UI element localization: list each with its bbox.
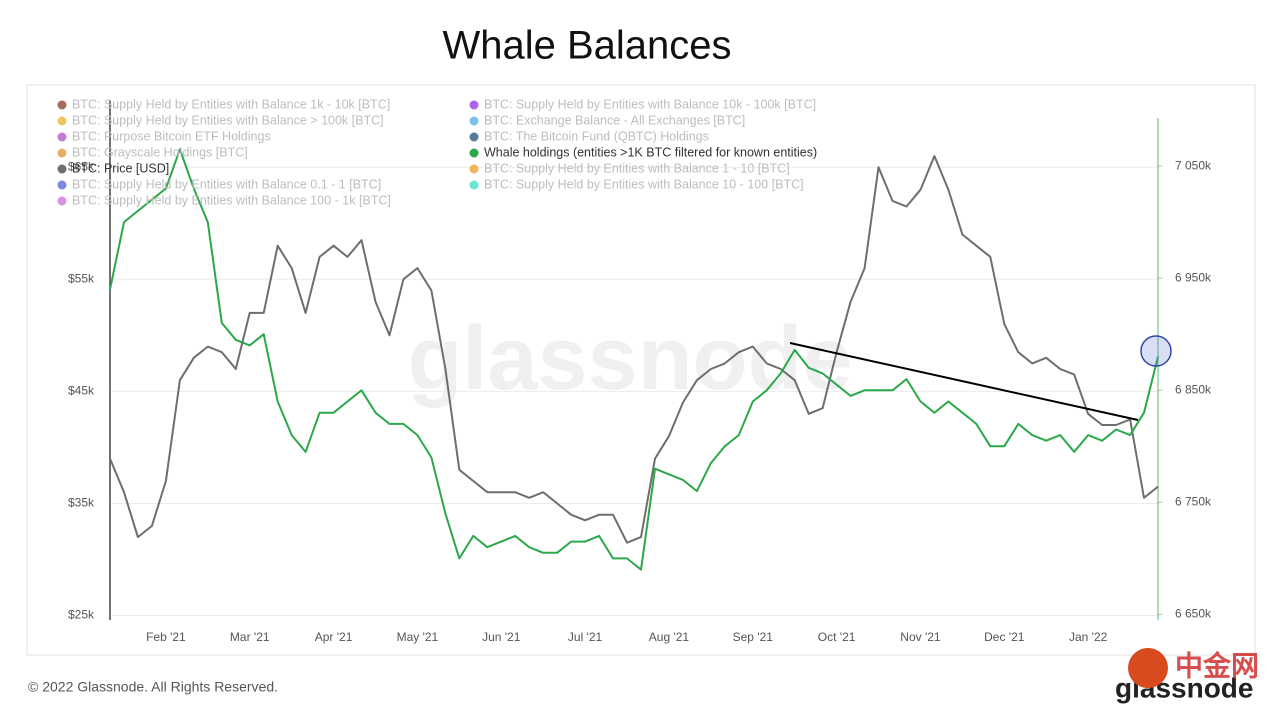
legend-label: BTC: Grayscale Holdings [BTC] [72,145,248,159]
x-tick-label: Dec '21 [984,630,1025,644]
legend-dot [57,196,67,206]
logo-icon [1128,648,1168,688]
chart-title: Whale Balances [442,24,731,68]
legend-dot [57,148,67,158]
legend-label: BTC: Supply Held by Entities with Balanc… [484,177,804,191]
legend-dot [469,148,479,158]
y2-tick-label: 6 650k [1175,607,1212,621]
legend-dot [57,100,67,110]
legend-dot [469,116,479,126]
footer: © 2022 Glassnode. All Rights Reserved. [28,679,278,695]
x-tick-label: Aug '21 [649,630,690,644]
x-tick-label: Nov '21 [900,630,941,644]
legend-label: BTC: Supply Held by Entities with Balanc… [72,113,384,127]
series-line [109,148,1159,571]
y2-tick-label: 6 950k [1175,270,1212,284]
legend-label: BTC: Exchange Balance - All Exchanges [B… [484,113,745,127]
legend-dot [57,180,67,190]
legend-label: BTC: Supply Held by Entities with Balanc… [484,161,790,175]
legend-dot [469,180,479,190]
watermark: glassnode [407,309,852,409]
legend-dot [469,132,479,142]
series-line [109,155,1159,544]
legend-label: BTC: The Bitcoin Fund (QBTC) Holdings [484,129,709,143]
highlight-circle [1140,335,1172,367]
x-tick-label: Feb '21 [146,630,186,644]
logo-mark: 中金网 [1175,649,1259,681]
y2-tick-label: 7 050k [1175,158,1212,172]
x-tick-label: Jun '21 [482,630,521,644]
legend-dot [57,116,67,126]
plot: $25k $35k $45k $55k $65k 6 650k 6 750k 6 850k 6 … [68,100,1212,644]
x-tick-label: May '21 [397,630,439,644]
x-tick-label: Jan '22 [1069,630,1108,644]
y2-tick-label: 6 750k [1175,494,1212,508]
legend-label: BTC: Price [USD] [72,161,169,175]
x-tick-label: Sep '21 [733,630,774,644]
y-tick-label: $55k [68,271,95,285]
legend-dot [57,132,67,142]
trend-line [789,342,1139,421]
legend-label: BTC: Supply Held by Entities with Balanc… [72,193,391,207]
y-tick-label: $25k [68,608,95,622]
legend-label: BTC: Purpose Bitcoin ETF Holdings [72,129,271,143]
x-tick-label: Jul '21 [568,630,603,644]
x-tick-label: Oct '21 [818,630,856,644]
y-tick-label: $35k [68,496,95,510]
legend-label: BTC: Supply Held by Entities with Balanc… [72,97,390,111]
chart-frame [26,84,1256,656]
x-tick-label: Apr '21 [315,630,353,644]
x-tick-label: Mar '21 [230,630,270,644]
legend-dot [57,164,67,174]
legend-dot [469,164,479,174]
y-tick-label: $65k [68,159,95,173]
legend-label: BTC: Supply Held by Entities with Balanc… [484,97,816,111]
legend-label: Whale holdings (entities >1K BTC filtere… [484,145,817,159]
legend-label: BTC: Supply Held by Entities with Balanc… [72,177,381,191]
legend-dot [469,100,479,110]
y2-tick-label: 6 850k [1175,382,1212,396]
y-tick-label: $45k [68,384,95,398]
